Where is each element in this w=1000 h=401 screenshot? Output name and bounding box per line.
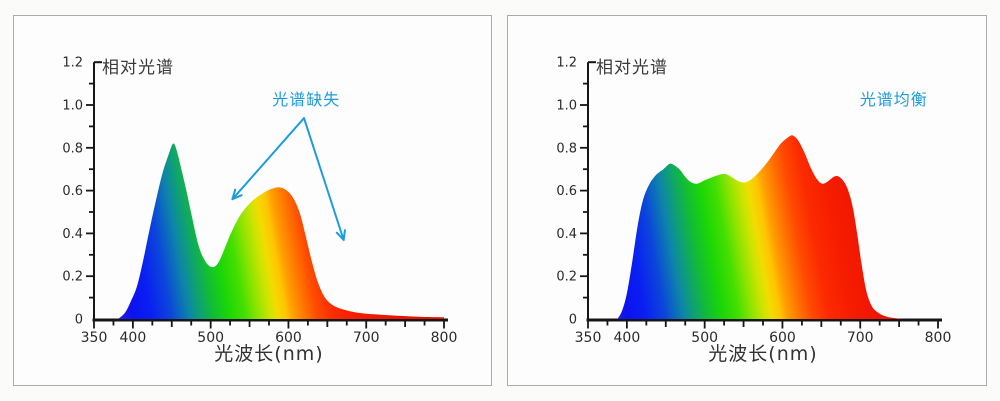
annotation-arrow: [231, 117, 305, 201]
annotation-label-left: 光谱缺失: [272, 90, 340, 109]
chart-title-left: 相对光谱: [102, 58, 174, 78]
chart-title-right: 相对光谱: [596, 58, 668, 78]
x-tick-label: 600: [275, 330, 302, 346]
axes-right: [580, 61, 942, 329]
y-tick-label: 0: [75, 313, 83, 328]
x-axis-label-left: 光波长(nm): [214, 343, 323, 365]
y-tick-label: 0.4: [62, 227, 83, 242]
y-tick-label: 0.8: [556, 141, 577, 156]
y-tick-label: 0.8: [62, 141, 83, 156]
x-tick-label: 400: [120, 330, 147, 346]
x-tick-label: 400: [614, 330, 641, 346]
tick-labels-right: 350 400 500 600 700 800 0 0.2 0.4 0.6 0.8 1.0 1.2: [556, 56, 951, 346]
x-tick-label: 500: [197, 330, 224, 346]
annotation-arrows-left: [231, 117, 346, 241]
y-tick-label: 1.0: [62, 99, 83, 114]
x-tick-label: 800: [925, 330, 952, 346]
x-tick-label: 800: [431, 330, 458, 346]
y-tick-label: 0: [569, 313, 577, 328]
x-axis-label-right: 光波长(nm): [708, 343, 817, 365]
right-spectrum-chart: 350 400 500 600 700 800 0 0.2 0.4 0.6 0.8 1.0 1.2 相对…: [556, 56, 951, 365]
right-chart-panel: 350 400 500 600 700 800 0 0.2 0.4 0.6 0.8 1.0 1.2 相对…: [507, 15, 987, 386]
axes-left: [86, 61, 448, 329]
x-tick-label: 700: [847, 330, 874, 346]
y-tick-label: 1.2: [556, 56, 577, 71]
x-tick-label: 600: [769, 330, 796, 346]
x-tick-label: 500: [691, 330, 718, 346]
tick-labels-left: 350 400 500 600 700 800 0 0.2 0.4 0.6 0.8 1.0 1.2: [62, 56, 457, 346]
spectrum-curve-left: [118, 143, 444, 319]
annotation-arrow: [303, 117, 346, 241]
y-tick-label: 0.2: [62, 270, 83, 285]
y-tick-label: 0.6: [62, 184, 83, 199]
annotation-label-right: 光谱均衡: [860, 90, 928, 109]
y-tick-label: 0.2: [556, 270, 577, 285]
x-tick-label: 350: [81, 330, 108, 346]
left-spectrum-chart: 350 400 500 600 700 800 0 0.2 0.4 0.6 0.8 1.0 1.2 相对…: [62, 56, 457, 365]
y-tick-label: 1.2: [62, 56, 83, 71]
left-chart-panel: 350 400 500 600 700 800 0 0.2 0.4 0.6 0.8 1.0 1.2 相对…: [13, 15, 492, 386]
spectrum-curve-right: [617, 135, 904, 319]
y-tick-label: 0.6: [556, 184, 577, 199]
x-tick-label: 700: [353, 330, 380, 346]
x-tick-label: 350: [575, 330, 602, 346]
y-tick-label: 1.0: [556, 99, 577, 114]
y-tick-label: 0.4: [556, 227, 577, 242]
